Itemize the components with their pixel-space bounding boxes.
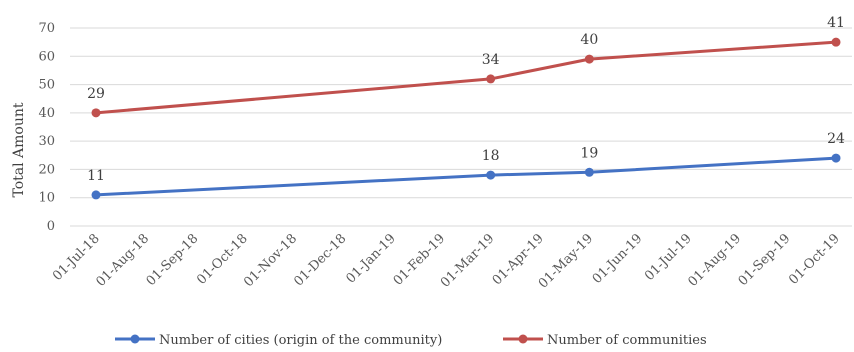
legend-label: Number of communities (547, 333, 707, 348)
series-line-2 (95, 40, 837, 115)
data-label: 18 (482, 148, 500, 164)
data-point (486, 170, 496, 180)
y-tick-label: 70 (38, 21, 55, 36)
legend-label: Number of cities (origin of the communit… (159, 333, 442, 348)
data-label: 29 (87, 86, 105, 102)
data-label: 41 (827, 15, 845, 31)
y-tick-label: 60 (38, 49, 55, 64)
data-point (831, 153, 841, 163)
data-label: 19 (580, 145, 598, 161)
series-layer: 11 18 19 24 29 34 40 41 (87, 15, 845, 200)
data-point (831, 37, 841, 47)
data-point (584, 167, 594, 177)
y-tick-label: 40 (38, 106, 55, 121)
y-axis-label: Total Amount (11, 102, 27, 197)
data-point (91, 108, 101, 118)
x-tick-label: 01-Jun-19 (590, 231, 646, 287)
y-tick-label: 30 (38, 134, 55, 149)
data-point (584, 54, 594, 64)
data-label: 11 (87, 168, 105, 184)
series-line-1 (95, 156, 837, 197)
x-tick-label: 01-Dec-18 (291, 231, 349, 289)
x-tick-label: 01-Aug-18 (94, 231, 153, 290)
y-tick-label: 0 (47, 219, 55, 234)
x-tick-label: 01-Sep-18 (144, 231, 202, 289)
x-tick-labels: 01-Jul-1801-Aug-1801-Sep-1801-Oct-1801-N… (50, 231, 843, 291)
data-label: 40 (580, 32, 598, 48)
y-tick-label: 50 (38, 78, 55, 93)
data-point (486, 74, 496, 84)
y-tick-labels: 0 10 20 30 40 50 60 70 (38, 21, 55, 234)
data-label: 24 (827, 131, 845, 147)
x-tick-label: 01-Sep-19 (736, 231, 794, 289)
data-point (91, 190, 101, 200)
legend-marker (130, 334, 140, 344)
gridlines (70, 27, 852, 227)
data-label: 34 (482, 52, 500, 68)
x-tick-label: 01-Oct-19 (786, 231, 843, 288)
x-tick-label: 01-Jul-19 (642, 231, 695, 284)
x-tick-label: 01-Jul-18 (50, 231, 103, 284)
y-tick-label: 20 (38, 162, 55, 177)
x-tick-label: 01-Nov-18 (241, 231, 300, 290)
legend-marker (518, 334, 528, 344)
legend: Number of cities (origin of the communit… (115, 333, 707, 348)
x-tick-label: 01-Aug-19 (686, 231, 745, 290)
y-tick-label: 10 (38, 191, 55, 206)
x-tick-label: 01-Mar-19 (438, 231, 498, 291)
